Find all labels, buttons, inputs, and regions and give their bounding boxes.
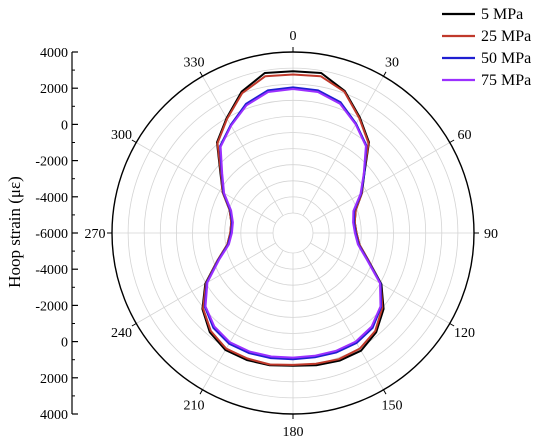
- angular-tick: [383, 71, 387, 77]
- angular-tick: [199, 389, 203, 395]
- radial-tick-label: 4000: [40, 46, 68, 61]
- grid-spoke: [202, 76, 284, 216]
- angular-tick-label: 240: [111, 326, 132, 341]
- angular-tick-label: 180: [283, 425, 304, 440]
- radial-tick-label: -2000: [35, 299, 68, 314]
- legend-label-3: 50 MPa: [481, 50, 531, 67]
- angular-tick: [383, 389, 387, 395]
- radial-tick-label: -4000: [35, 263, 68, 278]
- angular-tick-label: 150: [382, 398, 403, 413]
- legend: 5 MPa 25 MPa 50 MPa 75 MPa: [442, 6, 531, 89]
- grid-spoke: [302, 250, 384, 390]
- angular-tick: [199, 71, 203, 77]
- radial-tick-label: 2000: [40, 372, 68, 387]
- legend-label-1: 5 MPa: [481, 6, 523, 23]
- angular-tick-label: 0: [290, 29, 297, 44]
- angular-tick-label: 300: [111, 128, 132, 143]
- angular-tick-label: 270: [85, 227, 106, 242]
- angular-tick: [449, 323, 455, 327]
- angular-tick-label: 90: [484, 227, 498, 242]
- radial-tick-label: 0: [61, 336, 68, 351]
- angular-tick-label: 30: [385, 56, 399, 71]
- radial-tick-label: 0: [61, 118, 68, 133]
- legend-label-2: 25 MPa: [481, 28, 531, 45]
- radial-tick-label: -2000: [35, 155, 68, 170]
- series-line-4: [204, 88, 382, 359]
- angular-tick: [449, 139, 455, 143]
- y-axis-label: Hoop strain (με): [5, 176, 24, 288]
- grid-spoke: [302, 76, 384, 216]
- grid-circle: [272, 212, 314, 254]
- radial-tick-label: -6000: [35, 227, 68, 242]
- radial-tick-label: -4000: [35, 191, 68, 206]
- radial-axis: 4000 2000 0 -2000 -4000 -6000 -4000 -2000 0 2000 4…: [35, 46, 78, 423]
- radial-tick-label: 2000: [40, 82, 68, 97]
- legend-label-4: 75 MPa: [481, 72, 531, 89]
- radial-tick-label: 4000: [40, 408, 68, 423]
- angular-tick-label: 60: [457, 128, 471, 143]
- angular-tick-labels: 0 30 60 90 120 150 180 210 240 270 300 330: [85, 29, 499, 440]
- angular-tick-label: 120: [454, 326, 475, 341]
- grid-spoke: [136, 142, 276, 224]
- series-lines: [201, 70, 385, 367]
- grid-spoke: [310, 142, 450, 224]
- angular-tick: [131, 323, 137, 327]
- grid-spoke: [202, 250, 284, 390]
- angular-tick-label: 330: [184, 56, 205, 71]
- angular-tick: [131, 139, 137, 143]
- angular-tick-label: 210: [184, 398, 205, 413]
